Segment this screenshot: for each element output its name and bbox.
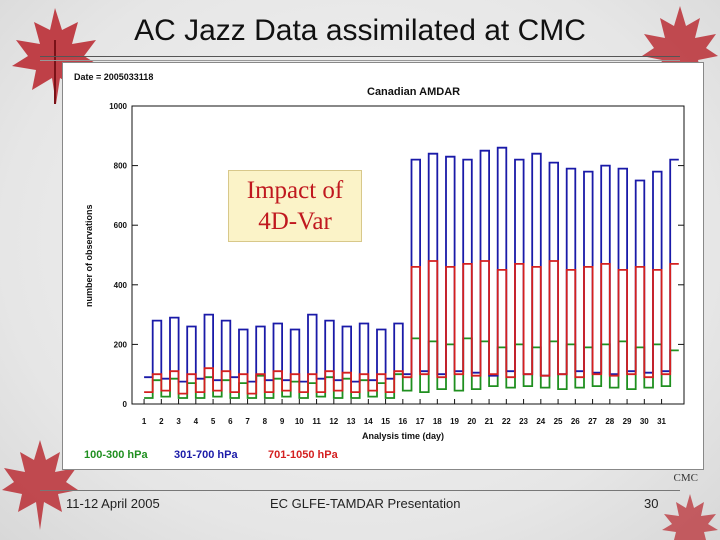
x-tick-label-3: 3 (176, 417, 181, 426)
chart-date-label: Date = 2005033118 (74, 72, 153, 82)
x-tick-label-15: 15 (381, 417, 390, 426)
chart-ylabel: number of observations (84, 204, 94, 307)
y-tick-label-400: 400 (114, 281, 128, 290)
impact-annotation-line1: Impact of (246, 177, 344, 204)
x-tick-label-30: 30 (640, 417, 649, 426)
x-tick-label-7: 7 (245, 417, 250, 426)
x-tick-label-23: 23 (519, 417, 528, 426)
x-tick-label-16: 16 (398, 417, 407, 426)
chart-panel (62, 62, 704, 470)
observations-chart: Date = 2005033118 Canadian AMDAR number … (74, 72, 685, 461)
plot-frame (131, 105, 685, 405)
title-divider (40, 56, 680, 57)
x-tick-label-17: 17 (416, 417, 425, 426)
org-label: CMC (673, 472, 698, 484)
y-tick-label-600: 600 (114, 221, 128, 230)
x-tick-label-12: 12 (329, 417, 338, 426)
x-tick-label-29: 29 (623, 417, 632, 426)
x-tick-label-24: 24 (536, 417, 545, 426)
x-tick-label-31: 31 (657, 417, 666, 426)
x-tick-label-27: 27 (588, 417, 597, 426)
x-tick-label-20: 20 (467, 417, 476, 426)
x-tick-label-1: 1 (142, 417, 147, 426)
x-tick-label-21: 21 (485, 417, 494, 426)
x-tick-label-13: 13 (347, 417, 356, 426)
x-tick-label-14: 14 (364, 417, 373, 426)
x-tick-label-11: 11 (312, 417, 321, 426)
y-tick-label-1000: 1000 (109, 102, 127, 111)
footer-presentation-title: EC GLFE-TAMDAR Presentation (270, 496, 461, 511)
x-tick-label-28: 28 (605, 417, 614, 426)
series-line-701-1050-hPa (144, 260, 679, 395)
title-divider-secondary (40, 60, 680, 61)
y-tick-label-800: 800 (114, 162, 128, 171)
footer-date: 11-12 April 2005 (66, 496, 160, 511)
x-tick-label-6: 6 (228, 417, 233, 426)
x-tick-label-19: 19 (450, 417, 459, 426)
maple-leaf-bottom-left-icon (2, 440, 78, 530)
x-tick-label-8: 8 (263, 417, 268, 426)
x-tick-label-18: 18 (433, 417, 442, 426)
legend-entry-100-300: 100-300 hPa (84, 449, 148, 461)
impact-annotation: Impact of 4D-Var (228, 170, 362, 242)
slide-title: AC Jazz Data assimilated at CMC (134, 14, 586, 47)
impact-annotation-line2: 4D-Var (258, 208, 332, 235)
x-tick-label-26: 26 (571, 417, 580, 426)
maple-leaf-bottom-right-icon (662, 494, 718, 540)
x-tick-label-10: 10 (295, 417, 304, 426)
x-tick-label-5: 5 (211, 417, 216, 426)
x-tick-label-9: 9 (280, 417, 285, 426)
x-tick-label-22: 22 (502, 417, 511, 426)
legend-entry-701-1050: 701-1050 hPa (268, 449, 339, 461)
x-tick-label-4: 4 (194, 417, 199, 426)
footer-page-number: 30 (644, 496, 659, 511)
chart-xlabel: Analysis time (day) (362, 431, 444, 441)
x-tick-label-2: 2 (159, 417, 164, 426)
chart-title: Canadian AMDAR (367, 86, 460, 98)
y-tick-label-0: 0 (123, 400, 128, 409)
footer-divider (40, 490, 680, 491)
x-tick-label-25: 25 (554, 417, 563, 426)
legend-entry-301-700: 301-700 hPa (174, 449, 238, 461)
y-tick-label-200: 200 (114, 340, 128, 349)
